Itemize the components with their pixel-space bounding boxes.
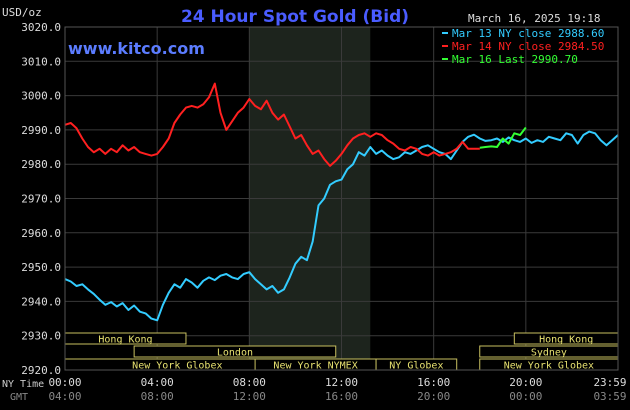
x-tick-label-ny: 16:00: [417, 376, 450, 389]
series-line: [64, 130, 619, 322]
y-tick-label: 3000.0: [21, 90, 61, 103]
x-tick-label-gmt: 00:00: [509, 390, 542, 403]
y-tick-label: 2960.0: [21, 227, 61, 240]
legend-entry: Mar 16 Last 2990.70: [452, 53, 578, 66]
gmt-label: GMT: [10, 392, 28, 403]
x-tick-label-gmt: 16:00: [325, 390, 358, 403]
series-line: [64, 82, 480, 167]
x-tick-label-gmt: 04:00: [48, 390, 81, 403]
y-tick-label: 2950.0: [21, 261, 61, 274]
series-layer: [64, 82, 619, 322]
y-tick-label: 2980.0: [21, 158, 61, 171]
session-label: New York NYMEX: [273, 361, 357, 372]
session-bar: [133, 345, 337, 358]
legend-entry: Mar 14 NY close 2984.50: [452, 40, 604, 53]
y-tick-label: 2920.0: [21, 364, 61, 377]
x-tick-label-gmt: 12:00: [233, 390, 266, 403]
x-tick-label-gmt: 03:59: [593, 390, 626, 403]
series-line: [479, 126, 527, 149]
y-tick-label: 2940.0: [21, 295, 61, 308]
y-axis-ticks: 2920.0 2930.0 2940.0 2950.0 2960.0 2970.0 2980…: [21, 21, 61, 377]
ny-time-label: NY Time: [2, 379, 44, 390]
datetime-label: March 16, 2025 19:18: [468, 12, 600, 25]
x-axis-ticks: 00:0004:0004:0008:0008:0012:0012:0016:00…: [48, 376, 626, 403]
session-label: London: [217, 348, 253, 359]
x-tick-label-gmt: 20:00: [417, 390, 450, 403]
session-label: Sydney: [531, 348, 567, 359]
y-tick-label: 3010.0: [21, 55, 61, 68]
x-tick-label-ny: 23:59: [593, 376, 626, 389]
legend-entry: Mar 13 NY close 2988.60: [452, 27, 604, 40]
y-tick-label: 2930.0: [21, 330, 61, 343]
site-watermark: www.kitco.com: [68, 39, 205, 58]
session-label: New York Globex: [504, 361, 594, 372]
session-label: New York Globex: [132, 361, 222, 372]
x-tick-label-ny: 04:00: [141, 376, 174, 389]
x-tick-label-ny: 20:00: [509, 376, 542, 389]
plot-border: [64, 26, 619, 371]
x-tick-label-ny: 12:00: [325, 376, 358, 389]
session-label: Hong Kong: [539, 335, 593, 346]
x-tick-label-ny: 08:00: [233, 376, 266, 389]
x-tick-label-ny: 00:00: [48, 376, 81, 389]
y-tick-label: 2970.0: [21, 193, 61, 206]
session-label: Hong Kong: [98, 335, 152, 346]
y-tick-label: 2990.0: [21, 124, 61, 137]
session-label: NY Globex: [389, 361, 443, 372]
unit-label: USD/oz: [2, 6, 42, 19]
chart-title: 24 Hour Spot Gold (Bid): [181, 7, 409, 27]
y-tick-label: 3020.0: [21, 21, 61, 34]
x-tick-label-gmt: 08:00: [141, 390, 174, 403]
